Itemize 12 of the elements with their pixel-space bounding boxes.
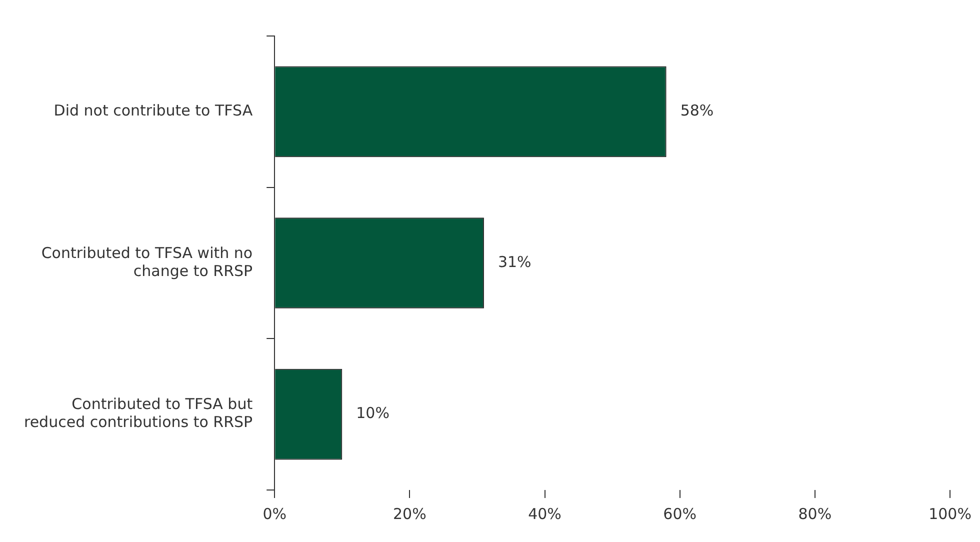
x-tick-label: 100% — [928, 504, 972, 523]
x-tick-label: 20% — [393, 504, 426, 523]
x-tick-label: 60% — [663, 504, 697, 523]
data-label: 10% — [356, 404, 390, 422]
y-tick-label: Contributed to TFSA but reduced contributions to RRSP — [24, 395, 253, 432]
data-label: 58% — [680, 102, 714, 120]
x-tick-label: 0% — [262, 504, 286, 523]
x-tick-label: 80% — [798, 504, 832, 523]
y-tick-label: Did not contribute to TFSA — [54, 102, 254, 120]
x-tick-label: 40% — [528, 504, 562, 523]
data-label: 31% — [498, 252, 532, 271]
y-tick-label: Contributed to TFSA with no change to RRSP — [41, 244, 253, 280]
